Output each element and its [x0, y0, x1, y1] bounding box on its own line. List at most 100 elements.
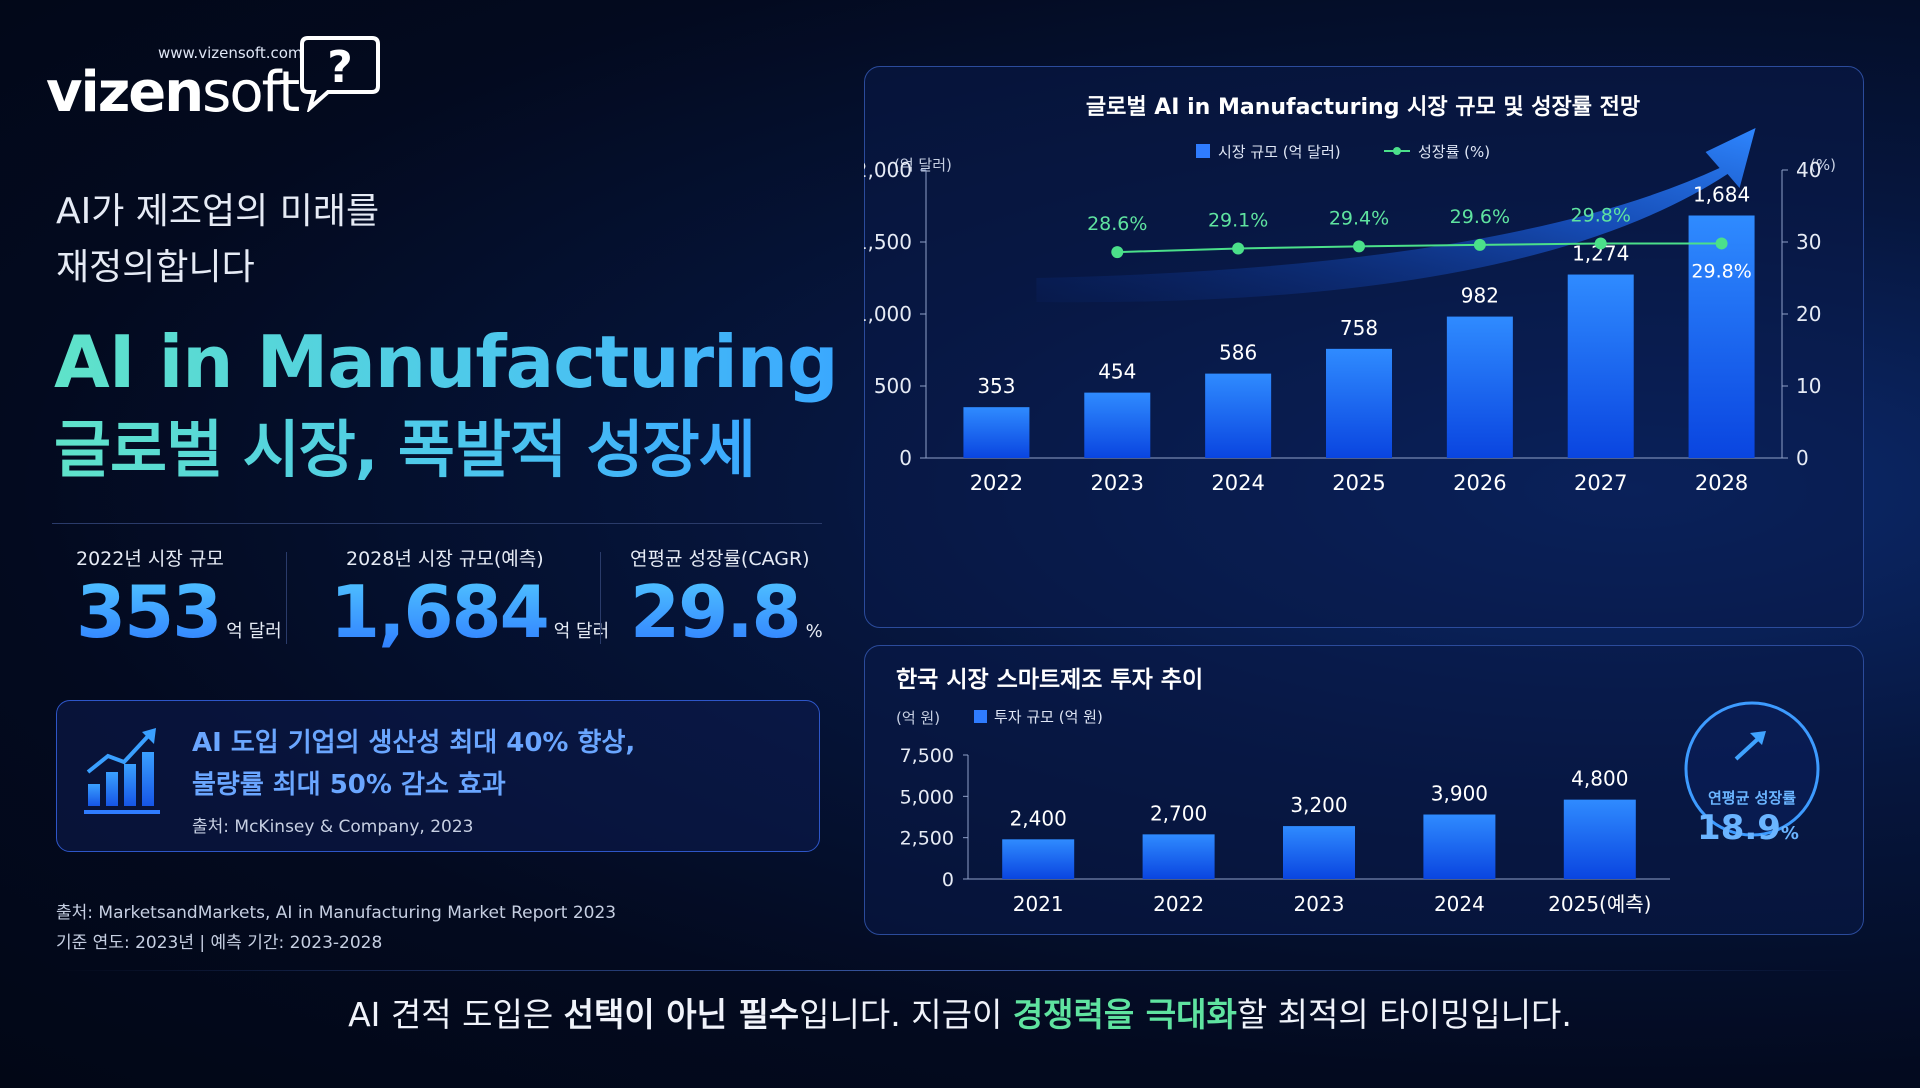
stat-value: 1,684: [330, 570, 550, 654]
legend-bar-label: 투자 규모 (억 원): [994, 708, 1103, 726]
y-tick-label: 2,000: [864, 158, 912, 182]
bar-value-label: 4,800: [1571, 767, 1628, 791]
growth-point: [1111, 246, 1124, 259]
x-tick-label: 2027: [1574, 471, 1627, 495]
trend-up-arrow-icon: [1734, 731, 1766, 761]
y2-tick-label: 40: [1796, 158, 1821, 182]
stat-2028-market: 2028년 시장 규모(예측) 1,684 억 달러: [330, 544, 609, 653]
bar: [1326, 348, 1392, 458]
chart-title: 한국 시장 스마트제조 투자 추이: [896, 667, 1203, 693]
y2-tick-label: 10: [1796, 374, 1821, 398]
growth-value-label: 29.6%: [1450, 206, 1510, 228]
cagr-badge-unit: %: [1781, 823, 1799, 844]
base-year-line: 기준 연도: 2023년 | 예측 기간: 2023-2028: [56, 933, 383, 953]
speech-bubble-icon: ?: [300, 36, 380, 112]
legend-bar-swatch: [974, 710, 987, 723]
main-headline-line1: AI in Manufacturing: [54, 320, 839, 404]
chart-title: 글로벌 AI in Manufacturing 시장 규모 및 성장률 전망: [1086, 95, 1640, 120]
sub-headline: AI가 제조업의 미래를 재정의합니다: [56, 184, 556, 296]
callout-source: 출처: McKinsey & Company, 2023: [192, 817, 474, 837]
x-tick-label: 2028: [1695, 471, 1748, 495]
x-tick-label: 2022: [970, 471, 1023, 495]
y-tick-label: 7,500: [900, 745, 954, 767]
bar-value-label: 2,400: [1010, 806, 1067, 830]
bar: [963, 407, 1030, 458]
callout-line1: AI 도입 기업의 생산성 최대 40% 향상,: [192, 728, 636, 758]
sub-headline-line2: 재정의합니다: [56, 247, 255, 288]
legend-bar-label: 시장 규모 (억 달러): [1218, 143, 1341, 161]
bar-value-label: 758: [1340, 316, 1378, 340]
growth-point: [1232, 242, 1245, 255]
y-axis-label: (억 달러): [894, 156, 952, 174]
y2-tick-label: 0: [1796, 446, 1809, 470]
bar: [1084, 392, 1151, 458]
growth-value-label: 29.8%: [1691, 260, 1751, 282]
growth-value-label: 29.4%: [1329, 207, 1389, 229]
y-tick-label: 0: [899, 446, 912, 470]
x-tick-label: 2023: [1294, 892, 1345, 916]
x-tick-label: 2025(예측): [1548, 892, 1651, 916]
legend-line-marker: [1393, 147, 1401, 155]
bar-value-label: 3,200: [1290, 793, 1347, 817]
bar-value-label: 1,684: [1693, 183, 1750, 207]
y-tick-label: 1,500: [864, 230, 912, 254]
growth-line: [1117, 242, 1722, 254]
sub-headline-line1: AI가 제조업의 미래를: [56, 191, 380, 232]
y-tick-label: 500: [874, 374, 912, 398]
x-tick-label: 2021: [1013, 892, 1064, 916]
callout-message: AI 도입 기업의 생산성 최대 40% 향상, 불량률 최대 50% 감소 효…: [192, 722, 792, 806]
bar: [1142, 834, 1215, 879]
x-tick-label: 2023: [1091, 471, 1144, 495]
stat-cagr: 연평균 성장률(CAGR) 29.8%: [630, 544, 823, 653]
growth-value-label: 29.1%: [1208, 209, 1268, 231]
y-tick-label: 2,500: [900, 828, 954, 850]
x-tick-label: 2024: [1434, 892, 1485, 916]
bar-value-label: 586: [1219, 341, 1257, 365]
bottom-divider: [56, 970, 1864, 971]
bottom-text-part: 입니다. 지금이: [799, 995, 1013, 1034]
bar-value-label: 2,700: [1150, 801, 1207, 825]
y2-axis-label: (%): [1810, 156, 1836, 174]
bar-chart-growth-icon: [84, 728, 160, 814]
stat-2022-market: 2022년 시장 규모 353 억 달러: [76, 544, 282, 653]
logo-bubble-glyph: ?: [327, 42, 353, 93]
bar-value-label: 982: [1461, 284, 1499, 308]
bar-value-label: 353: [977, 374, 1015, 398]
growth-point: [1715, 237, 1728, 250]
bar-value-label: 3,900: [1431, 782, 1488, 806]
bar: [1688, 215, 1755, 458]
stat-unit: 억 달러: [553, 621, 610, 642]
y-axis-label: (억 원): [896, 709, 940, 727]
growth-value-label: 29.8%: [1571, 204, 1631, 226]
bar: [1567, 274, 1634, 458]
stat-label: 2022년 시장 규모: [76, 548, 224, 570]
legend-line-label: 성장률 (%): [1418, 143, 1490, 161]
y-tick-label: 1,000: [864, 302, 912, 326]
cagr-badge-number: 18.9: [1697, 808, 1781, 848]
bottom-text-emphasis: 선택이 아닌 필수: [563, 995, 800, 1034]
x-tick-label: 2026: [1453, 471, 1506, 495]
logo-wordmark: vizensoft: [46, 60, 300, 125]
y-tick-label: 5,000: [900, 786, 954, 808]
bar-value-label: 454: [1098, 360, 1136, 384]
global-market-chart: 글로벌 AI in Manufacturing 시장 규모 및 성장률 전망 시…: [864, 95, 1836, 495]
logo-url: www.vizensoft.com: [158, 44, 303, 62]
main-headline-line2: 글로벌 시장, 폭발적 성장세: [54, 406, 756, 494]
bottom-text-highlight: 경쟁력을 극대화: [1012, 995, 1237, 1034]
stat-value: 353: [76, 570, 222, 654]
stats-divider: [52, 523, 822, 524]
stat-label: 2028년 시장 규모(예측): [346, 548, 544, 570]
growth-point: [1353, 240, 1365, 253]
callout-line2: 불량률 최대 50% 감소 효과: [192, 770, 506, 800]
growth-point: [1594, 237, 1607, 250]
stat-value: 29.8: [630, 570, 802, 654]
stat-unit: %: [805, 621, 823, 642]
x-tick-label: 2022: [1153, 892, 1204, 916]
x-tick-label: 2024: [1211, 471, 1264, 495]
cagr-badge-label: 연평균 성장률: [1708, 789, 1796, 807]
stat-label: 연평균 성장률(CAGR): [630, 548, 810, 570]
growth-point: [1473, 238, 1486, 251]
legend-bar-swatch: [1196, 144, 1210, 158]
korea-investment-chart: 한국 시장 스마트제조 투자 추이 (억 원) 투자 규모 (억 원) 7,50…: [896, 667, 1820, 916]
stat-separator: [286, 552, 287, 644]
